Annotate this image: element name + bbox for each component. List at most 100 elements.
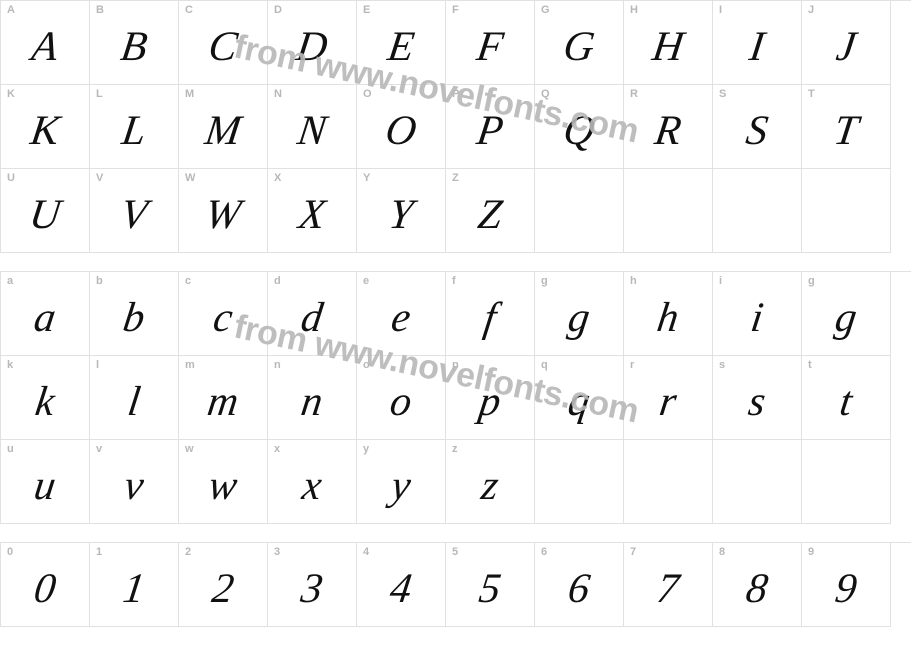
glyph-label: 0 bbox=[7, 546, 13, 558]
glyph-label: K bbox=[7, 88, 15, 100]
glyph-cell: XX bbox=[268, 169, 357, 253]
glyph-label: B bbox=[96, 4, 104, 16]
glyph-label: g bbox=[808, 275, 815, 287]
glyph-label: z bbox=[452, 443, 458, 455]
glyph-label: R bbox=[630, 88, 638, 100]
glyph: f bbox=[481, 297, 499, 339]
glyph: c bbox=[211, 297, 236, 339]
glyph-label: 2 bbox=[185, 546, 191, 558]
glyph-label: e bbox=[363, 275, 369, 287]
glyph-cell: tt bbox=[802, 356, 891, 440]
glyph-label: b bbox=[96, 275, 103, 287]
glyph-label: 3 bbox=[274, 546, 280, 558]
glyph: y bbox=[389, 465, 414, 507]
glyph-cell: 22 bbox=[179, 543, 268, 627]
glyph: I bbox=[747, 26, 767, 68]
glyph: 0 bbox=[32, 568, 59, 610]
glyph-label: u bbox=[7, 443, 14, 455]
glyph-label: A bbox=[7, 4, 15, 16]
glyph-label: O bbox=[363, 88, 372, 100]
glyph-label: d bbox=[274, 275, 281, 287]
glyph: Y bbox=[386, 194, 415, 236]
glyph-cell bbox=[535, 440, 624, 524]
glyph-cell: UU bbox=[1, 169, 90, 253]
glyph-label: p bbox=[452, 359, 459, 371]
glyph-label: G bbox=[541, 4, 550, 16]
glyph: R bbox=[652, 110, 684, 152]
glyph-label: v bbox=[96, 443, 102, 455]
glyph-cell bbox=[624, 169, 713, 253]
glyph-cell: uu bbox=[1, 440, 90, 524]
glyph: o bbox=[388, 381, 415, 423]
glyph-label: a bbox=[7, 275, 13, 287]
glyph-cell: LL bbox=[90, 85, 179, 169]
glyph: Z bbox=[475, 194, 504, 236]
glyph-cell: GG bbox=[535, 1, 624, 85]
glyph: H bbox=[650, 26, 686, 68]
glyph: G bbox=[561, 26, 597, 68]
glyph-cell: 88 bbox=[713, 543, 802, 627]
glyph-label: t bbox=[808, 359, 812, 371]
glyph-cell: xx bbox=[268, 440, 357, 524]
glyph-label: F bbox=[452, 4, 459, 16]
glyph: O bbox=[383, 110, 419, 152]
glyph-cell: cc bbox=[179, 272, 268, 356]
glyph-cell: ZZ bbox=[446, 169, 535, 253]
glyph: t bbox=[837, 381, 855, 423]
glyph: B bbox=[118, 26, 150, 68]
glyph-label: 9 bbox=[808, 546, 814, 558]
glyph-cell: VV bbox=[90, 169, 179, 253]
glyph-cell: BB bbox=[90, 1, 179, 85]
glyph: h bbox=[655, 297, 682, 339]
glyph-cell: II bbox=[713, 1, 802, 85]
glyph-cell: SS bbox=[713, 85, 802, 169]
glyph-cell: dd bbox=[268, 272, 357, 356]
glyph-label: H bbox=[630, 4, 638, 16]
glyph: P bbox=[474, 110, 506, 152]
glyph-label: C bbox=[185, 4, 193, 16]
glyph-label: m bbox=[185, 359, 195, 371]
glyph: u bbox=[32, 465, 59, 507]
glyph: 9 bbox=[833, 568, 860, 610]
glyph: K bbox=[28, 110, 62, 152]
glyph: w bbox=[206, 465, 240, 507]
glyph-cell: DD bbox=[268, 1, 357, 85]
glyph-cell: JJ bbox=[802, 1, 891, 85]
glyph: 2 bbox=[210, 568, 237, 610]
glyph-cell: zz bbox=[446, 440, 535, 524]
font-glyph-chart: AABBCCDDEEFFGGHHIIJJKKLLMMNNOOPPQQRRSSTT… bbox=[0, 0, 911, 627]
glyph-cell: qq bbox=[535, 356, 624, 440]
glyph: S bbox=[744, 110, 771, 152]
section-uppercase: AABBCCDDEEFFGGHHIIJJKKLLMMNNOOPPQQRRSSTT… bbox=[0, 0, 911, 253]
glyph-cell: AA bbox=[1, 1, 90, 85]
glyph-cell: NN bbox=[268, 85, 357, 169]
glyph-label: i bbox=[719, 275, 722, 287]
glyph-label: g bbox=[541, 275, 548, 287]
glyph-cell: OO bbox=[357, 85, 446, 169]
glyph-cell: ee bbox=[357, 272, 446, 356]
glyph-label: 7 bbox=[630, 546, 636, 558]
glyph: 4 bbox=[388, 568, 415, 610]
glyph-cell: 11 bbox=[90, 543, 179, 627]
glyph-cell: ss bbox=[713, 356, 802, 440]
glyph-cell: YY bbox=[357, 169, 446, 253]
glyph-label: 5 bbox=[452, 546, 458, 558]
glyph: v bbox=[122, 465, 147, 507]
glyph: z bbox=[479, 465, 501, 507]
glyph-label: X bbox=[274, 172, 282, 184]
glyph: 1 bbox=[121, 568, 148, 610]
glyph-label: M bbox=[185, 88, 194, 100]
glyph-label: Z bbox=[452, 172, 459, 184]
glyph-cell: vv bbox=[90, 440, 179, 524]
glyph: X bbox=[296, 194, 328, 236]
glyph-cell bbox=[802, 440, 891, 524]
glyph-cell: TT bbox=[802, 85, 891, 169]
glyph-cell bbox=[624, 440, 713, 524]
glyph-cell bbox=[713, 169, 802, 253]
glyph-cell bbox=[535, 169, 624, 253]
glyph-cell: HH bbox=[624, 1, 713, 85]
glyph: J bbox=[834, 26, 859, 68]
glyph: g bbox=[566, 297, 593, 339]
glyph-cell: MM bbox=[179, 85, 268, 169]
glyph-cell: PP bbox=[446, 85, 535, 169]
